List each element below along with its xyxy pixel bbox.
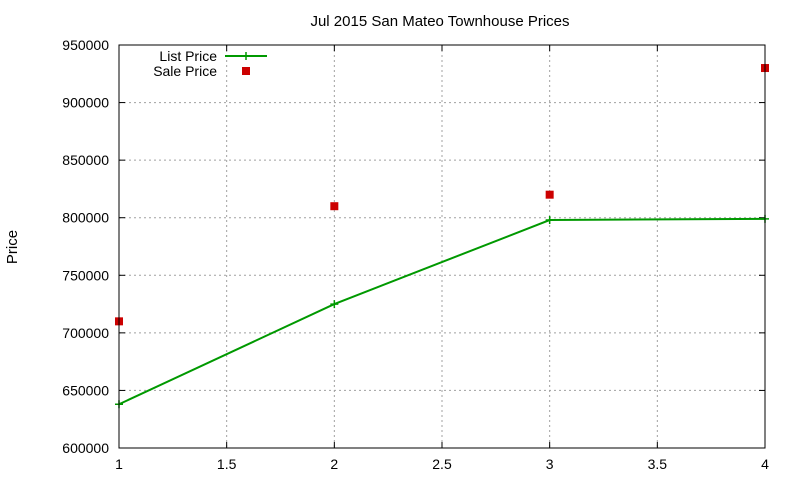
- x-tick-label: 3.5: [648, 456, 668, 472]
- y-tick-label: 950000: [62, 37, 109, 53]
- legend-entry: List Price: [159, 48, 267, 64]
- plot-frame: [118, 44, 766, 449]
- legend-marker: [242, 52, 250, 60]
- y-axis-label: Price: [4, 230, 21, 264]
- y-tick-label: 650000: [62, 382, 109, 398]
- y-tick-label: 900000: [62, 95, 109, 111]
- legend-entry: Sale Price: [153, 63, 250, 79]
- chart-title: Jul 2015 San Mateo Townhouse Prices: [310, 13, 569, 30]
- data-point: [330, 300, 339, 309]
- legend-marker: [242, 67, 250, 75]
- x-tick-label: 1.5: [217, 456, 237, 472]
- x-tick-label: 2.5: [432, 456, 452, 472]
- legend-label: Sale Price: [153, 63, 217, 79]
- y-tick-label: 800000: [62, 210, 109, 226]
- y-tick-label: 850000: [62, 152, 109, 168]
- legend-label: List Price: [159, 48, 217, 64]
- x-tick-label: 3: [546, 456, 554, 472]
- y-tick-label: 700000: [62, 325, 109, 341]
- x-tick-labels: 1 1.5 2 2.5 3 3.5 4: [115, 456, 769, 472]
- x-tick-label: 2: [330, 456, 338, 472]
- y-tick-label: 750000: [62, 267, 109, 283]
- series-line: [118, 217, 766, 406]
- data-point: [545, 190, 554, 199]
- y-tick-labels: 600000 650000 700000 750000 800000 850000 9000…: [62, 37, 109, 456]
- x-tick-label: 4: [761, 456, 769, 472]
- data-point: [545, 216, 554, 225]
- y-tick-label: 600000: [62, 440, 109, 456]
- data-point: [330, 202, 339, 211]
- x-tick-label: 1: [115, 456, 123, 472]
- grid-lines: [118, 44, 766, 449]
